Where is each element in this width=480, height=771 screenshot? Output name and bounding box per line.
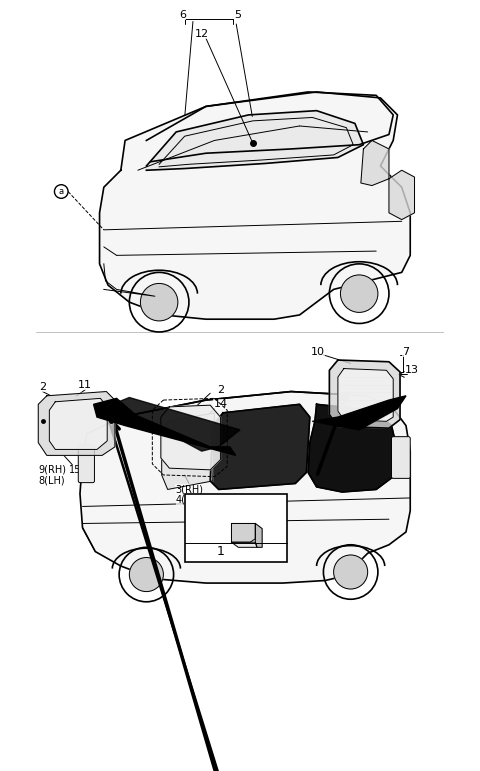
- Polygon shape: [146, 111, 363, 170]
- Polygon shape: [80, 392, 410, 583]
- Circle shape: [334, 555, 368, 589]
- Text: 4(LH): 4(LH): [176, 495, 202, 505]
- Polygon shape: [329, 360, 400, 428]
- Text: 10: 10: [312, 346, 325, 356]
- Text: 2: 2: [39, 382, 46, 392]
- Text: 3(RH): 3(RH): [175, 484, 203, 494]
- FancyBboxPatch shape: [392, 436, 410, 478]
- Circle shape: [129, 557, 163, 591]
- FancyBboxPatch shape: [78, 445, 95, 483]
- Text: 15: 15: [69, 465, 81, 475]
- Text: 11: 11: [78, 380, 92, 389]
- Polygon shape: [231, 524, 255, 542]
- Circle shape: [340, 275, 378, 312]
- Polygon shape: [231, 542, 257, 547]
- Polygon shape: [99, 92, 410, 319]
- Text: 14: 14: [214, 399, 228, 409]
- Bar: [185, 493, 287, 562]
- Polygon shape: [255, 524, 262, 547]
- Text: 2: 2: [217, 385, 224, 395]
- Polygon shape: [110, 398, 240, 451]
- Polygon shape: [312, 396, 406, 430]
- Text: 12: 12: [194, 29, 209, 39]
- Text: a: a: [197, 547, 203, 557]
- Text: 13: 13: [405, 365, 419, 375]
- Text: 6: 6: [180, 10, 186, 20]
- Text: 9(RH): 9(RH): [38, 465, 66, 475]
- Polygon shape: [49, 399, 107, 449]
- Polygon shape: [308, 404, 397, 492]
- Polygon shape: [162, 412, 215, 490]
- Text: 7: 7: [402, 346, 409, 356]
- Text: 5: 5: [234, 10, 241, 20]
- Circle shape: [141, 284, 178, 321]
- Polygon shape: [389, 170, 415, 220]
- Polygon shape: [361, 140, 389, 186]
- Text: 8(LH): 8(LH): [38, 475, 65, 485]
- Polygon shape: [338, 369, 393, 421]
- Polygon shape: [38, 392, 115, 456]
- Polygon shape: [161, 406, 220, 470]
- Text: a: a: [59, 187, 64, 196]
- Text: 1: 1: [217, 545, 225, 558]
- Polygon shape: [210, 404, 310, 490]
- Polygon shape: [94, 399, 236, 456]
